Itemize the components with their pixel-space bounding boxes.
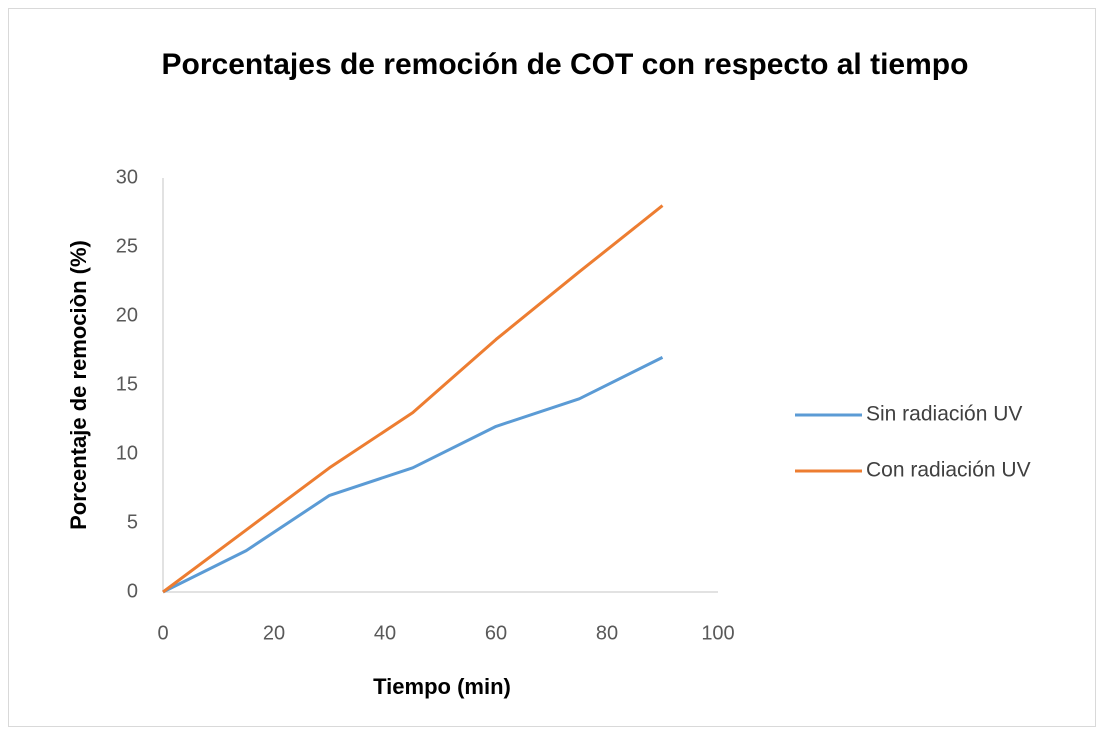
y-axis-title: Porcentaje de remociòn (%) bbox=[66, 240, 91, 530]
legend-text: Sin radiación UV bbox=[866, 403, 1022, 426]
x-tick-label: 0 bbox=[157, 622, 168, 644]
series-line bbox=[162, 356, 664, 594]
chart-title: Porcentajes de remoción de COT con respe… bbox=[161, 48, 969, 81]
chart-frame bbox=[8, 8, 1096, 727]
y-tick-label: 5 bbox=[127, 511, 138, 533]
series-line bbox=[162, 204, 664, 594]
y-tick-label: 20 bbox=[116, 304, 138, 326]
y-tick-label: 0 bbox=[127, 580, 138, 602]
y-tick-label: 25 bbox=[116, 235, 138, 257]
legend-text: Con radiación UV bbox=[866, 459, 1031, 482]
y-tick-label: 30 bbox=[116, 166, 138, 188]
x-tick-label: 20 bbox=[263, 622, 285, 644]
x-tick-label: 100 bbox=[701, 622, 734, 644]
x-tick-label: 60 bbox=[485, 622, 507, 644]
x-axis-title: Tiempo (min) bbox=[373, 674, 511, 699]
y-tick-label: 15 bbox=[116, 373, 138, 395]
x-tick-label: 80 bbox=[596, 622, 618, 644]
y-tick-label: 10 bbox=[116, 442, 138, 464]
x-tick-label: 40 bbox=[374, 622, 396, 644]
